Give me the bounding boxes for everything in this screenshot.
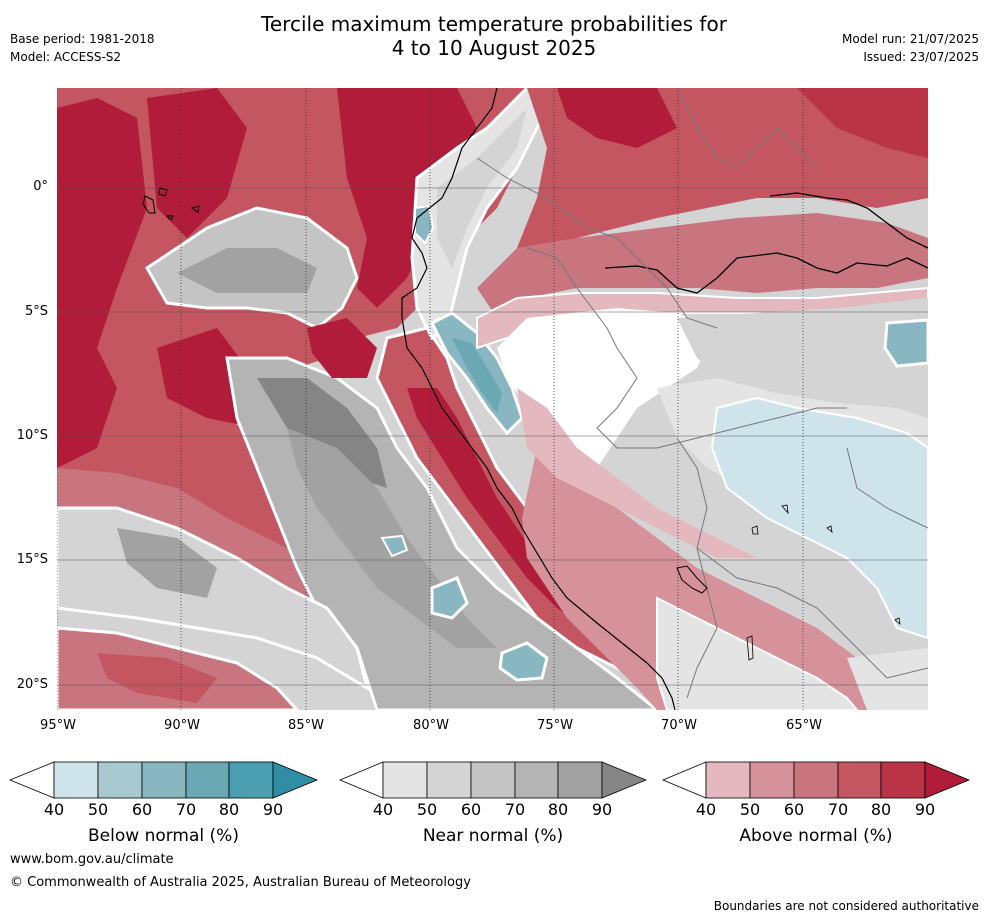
country-borders [476, 88, 928, 699]
region-inland-above-southeast-light [517, 388, 757, 558]
base-period: Base period: 1981-2018 [10, 32, 155, 46]
above-tick-40: 40 [695, 800, 717, 819]
region-below-normal-peru-coast-inner [452, 338, 502, 413]
near-tick-60: 60 [460, 800, 482, 819]
region-inland-below-east [710, 396, 928, 640]
lon-label-75w: 75°W [537, 718, 573, 733]
parallels [57, 187, 928, 686]
meta-left: Base period: 1981-2018 Model: ACCESS-S2 [10, 30, 155, 66]
above-tick-70: 70 [827, 800, 849, 819]
colorbar-near-normal [338, 761, 648, 799]
lon-label-70w: 70°W [661, 718, 697, 733]
coastline [401, 88, 676, 710]
title-line-1: Tercile maximum temperature probabilitie… [261, 12, 727, 36]
lat-label-15s: 15°S [16, 552, 48, 567]
region-inland-near-east [677, 298, 928, 428]
region-west-ocean-above-90b [147, 88, 247, 238]
title-line-2: 4 to 10 August 2025 [391, 36, 597, 60]
region-coastal-above-90 [407, 388, 657, 663]
region-inland-southeast-grey [847, 648, 928, 710]
boundary-disclaimer: Boundaries are not considered authoritat… [713, 899, 979, 913]
near-tick-80: 80 [547, 800, 569, 819]
lat-label-20s: 20°S [16, 677, 48, 692]
near-tick-90: 90 [591, 800, 613, 819]
below-tick-40: 40 [43, 800, 65, 819]
below-tick-80: 80 [218, 800, 240, 819]
lake-titicaca [676, 565, 708, 594]
region-below-normal-tiny [380, 534, 409, 558]
small-lakes [746, 504, 901, 661]
lon-label-65w: 65°W [786, 718, 822, 733]
region-below-normal-ocean-south [430, 576, 469, 620]
colorbar-below-normal [8, 761, 319, 799]
region-west-ocean-above-60 [57, 468, 357, 613]
amazon-river-upper [769, 192, 928, 249]
region-inland-above-60 [477, 213, 928, 318]
below-tick-50: 50 [87, 800, 109, 819]
lon-label-85w: 85°W [288, 718, 324, 733]
website-link[interactable]: www.bom.gov.au/climate [10, 852, 174, 867]
region-near-normal-southwest-dark [117, 528, 217, 598]
near-tick-40: 40 [372, 800, 394, 819]
region-inland-below-east-60 [883, 318, 928, 368]
model-name: Model: ACCESS-S2 [10, 50, 122, 64]
galapagos-islands [142, 187, 200, 221]
above-tick-80: 80 [870, 800, 892, 819]
model-run: Model run: 21/07/2025 [841, 32, 979, 46]
region-inland-above-north-90 [557, 88, 677, 148]
issued-date: Issued: 23/07/2025 [863, 50, 979, 64]
lat-label-10s: 10°S [16, 428, 48, 443]
meta-right: Model run: 21/07/2025 Issued: 23/07/2025 [842, 30, 979, 66]
colorbar-above-normal [661, 761, 971, 799]
region-coastal-above-north [307, 318, 377, 378]
lat-label-0: 0° [33, 179, 48, 194]
lat-label-5s: 5°S [24, 304, 48, 319]
lon-label-80w: 80°W [413, 718, 449, 733]
near-tick-50: 50 [416, 800, 438, 819]
near-tick-70: 70 [504, 800, 526, 819]
map-title: Tercile maximum temperature probabilitie… [0, 12, 988, 60]
region-south-west-above-70 [97, 653, 217, 703]
map-layers [57, 88, 928, 710]
colorbar-label-near: Near normal (%) [422, 826, 564, 846]
colorbars [8, 761, 971, 799]
probability-map [57, 88, 928, 710]
below-tick-90: 90 [262, 800, 284, 819]
above-tick-50: 50 [739, 800, 761, 819]
region-west-ocean-above-90a [57, 98, 147, 468]
below-tick-60: 60 [131, 800, 153, 819]
lon-label-95w: 95°W [40, 718, 76, 733]
region-near-normal-north-inner [177, 248, 317, 293]
copyright-text: © Commonwealth of Australia 2025, Austra… [10, 875, 471, 890]
colorbar-label-below: Below normal (%) [88, 826, 239, 846]
below-tick-70: 70 [175, 800, 197, 819]
region-inland-above-north-90b [797, 88, 928, 158]
amazon-river [604, 252, 928, 294]
lon-label-90w: 90°W [164, 718, 200, 733]
above-tick-60: 60 [783, 800, 805, 819]
colorbar-label-above: Above normal (%) [739, 826, 893, 846]
above-tick-90: 90 [914, 800, 936, 819]
region-below-normal-ocean-south2 [498, 641, 549, 682]
region-west-ocean-above-90c [337, 88, 477, 308]
region-near-normal-darkest [257, 378, 387, 488]
